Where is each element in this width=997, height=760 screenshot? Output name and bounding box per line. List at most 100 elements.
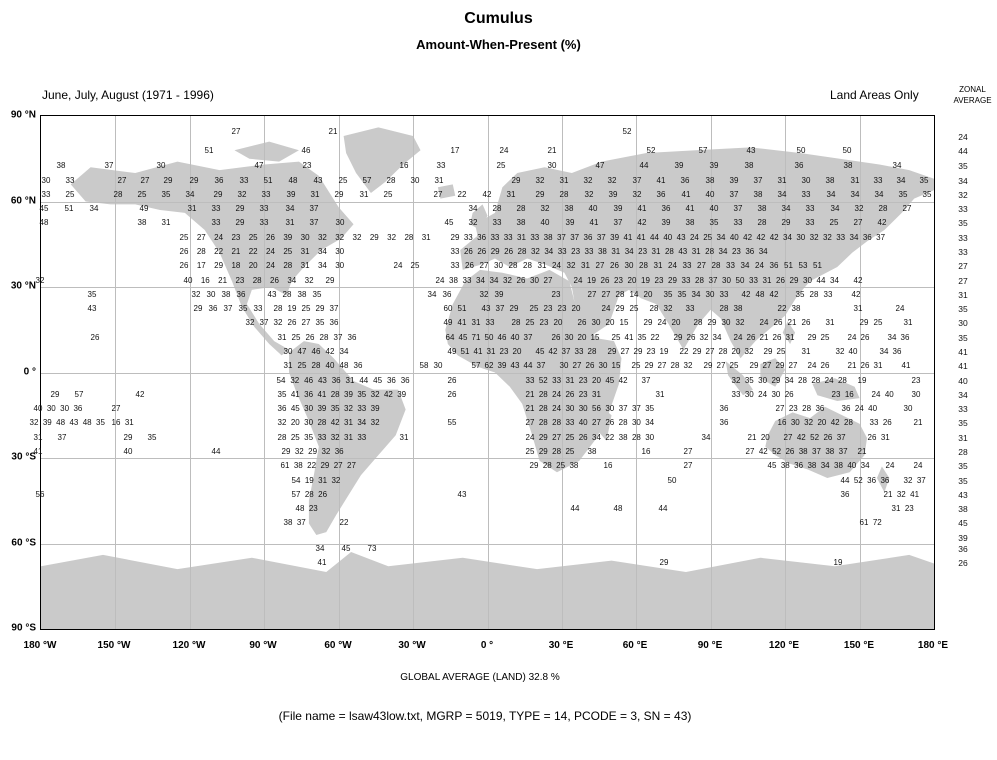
- value-cell: 38: [834, 461, 843, 470]
- value-cell: 43: [87, 304, 97, 313]
- value-cell: 34: [740, 261, 750, 270]
- value-cell: 32: [370, 390, 380, 399]
- value-cell: 24: [214, 233, 224, 242]
- value-cell: 36: [304, 390, 314, 399]
- value-cell: 36: [880, 476, 890, 485]
- value-cell: 35: [922, 190, 932, 199]
- value-cell: 32: [290, 376, 300, 385]
- value-cell: 22: [457, 190, 467, 199]
- value-cell: 30: [624, 261, 634, 270]
- value-cell: 36: [656, 190, 666, 199]
- value-cell: 33: [41, 190, 51, 199]
- value-cell: 26: [860, 333, 870, 342]
- value-cell: 39: [565, 218, 575, 227]
- value-cell: 36: [840, 490, 850, 499]
- value-cell: 32: [566, 261, 576, 270]
- value-cell: 48: [295, 504, 305, 513]
- value-cell: 49: [447, 347, 457, 356]
- value-cell: 23: [302, 161, 312, 170]
- value-cell: 23: [231, 233, 241, 242]
- value-cell: 41: [901, 361, 911, 370]
- value-cell: 32: [352, 233, 362, 242]
- value-cell: 31: [653, 261, 663, 270]
- value-cell: 30: [335, 218, 345, 227]
- value-cell: 29: [538, 447, 548, 456]
- value-cell: 36: [236, 290, 246, 299]
- value-cell: 34: [777, 190, 787, 199]
- value-cell: 34: [468, 204, 478, 213]
- value-cell: 34: [781, 204, 791, 213]
- value-cell: 28: [670, 361, 680, 370]
- island-borneo: [760, 358, 786, 387]
- value-cell: 36: [794, 461, 804, 470]
- value-cell: 26: [882, 418, 892, 427]
- value-cell: 52: [646, 146, 656, 155]
- zonal-average-value: 33: [958, 204, 968, 214]
- value-cell: 34: [887, 333, 897, 342]
- value-cell: 42: [135, 390, 145, 399]
- value-cell: 26: [577, 318, 587, 327]
- value-cell: 26: [318, 490, 328, 499]
- value-cell: 35: [315, 318, 325, 327]
- value-cell: 30: [410, 176, 420, 185]
- value-cell: 34: [716, 233, 726, 242]
- value-cell: 28: [283, 261, 293, 270]
- value-cell: 31: [277, 333, 287, 342]
- value-cell: 36: [353, 361, 363, 370]
- value-cell: 50: [842, 146, 852, 155]
- value-cell: 39: [42, 418, 52, 427]
- zonal-average-value: 39: [958, 533, 968, 543]
- value-cell: 26: [801, 318, 811, 327]
- value-cell: 40: [847, 461, 857, 470]
- value-cell: 37: [309, 204, 319, 213]
- value-cell: 28: [196, 247, 206, 256]
- value-cell: 29: [643, 318, 653, 327]
- value-cell: 26: [600, 276, 610, 285]
- lon-label: 120 °W: [172, 640, 206, 651]
- value-cell: 31: [801, 347, 811, 356]
- value-cell: 28: [559, 190, 569, 199]
- zonal-average-value: 32: [958, 190, 968, 200]
- value-cell: 21: [231, 247, 241, 256]
- value-cell: 31: [161, 218, 171, 227]
- value-cell: 38: [449, 276, 458, 285]
- value-cell: 24: [689, 233, 699, 242]
- value-cell: 20: [643, 290, 653, 299]
- value-cell: 33: [239, 176, 249, 185]
- plot-area: [40, 115, 935, 630]
- value-cell: 24: [824, 376, 834, 385]
- value-cell: 30: [60, 404, 70, 413]
- value-cell: 37: [104, 161, 114, 170]
- value-cell: 28: [649, 304, 659, 313]
- value-cell: 28: [492, 204, 502, 213]
- value-cell: 30: [46, 404, 56, 413]
- value-cell: 22: [679, 347, 689, 356]
- value-cell: 48: [288, 176, 298, 185]
- value-cell: 32: [344, 404, 353, 413]
- grid-line-horizontal: [41, 202, 934, 203]
- value-cell: 38: [597, 247, 607, 256]
- value-cell: 61: [280, 461, 290, 470]
- value-cell: 30: [598, 361, 608, 370]
- value-cell: 36: [719, 404, 729, 413]
- value-cell: 27: [111, 404, 121, 413]
- value-cell: 35: [645, 404, 655, 413]
- lat-label: 0 °: [23, 366, 36, 378]
- value-cell: 26: [179, 247, 189, 256]
- value-cell: 38: [221, 290, 231, 299]
- value-cell: 36: [277, 404, 287, 413]
- lat-label: 90 °S: [11, 622, 36, 634]
- value-cell: 25: [291, 333, 301, 342]
- value-cell: 31: [762, 276, 772, 285]
- value-cell: 39: [397, 390, 407, 399]
- value-cell: 34: [718, 247, 728, 256]
- value-cell: 29: [859, 318, 869, 327]
- value-cell: 24: [393, 261, 403, 270]
- value-cell: 26: [578, 433, 588, 442]
- value-cell: 44: [840, 476, 850, 485]
- value-cell: 28: [798, 376, 807, 385]
- value-cell: 30: [283, 347, 293, 356]
- value-cell: 27: [705, 347, 715, 356]
- value-cell: 27: [657, 361, 667, 370]
- value-cell: 23: [731, 247, 741, 256]
